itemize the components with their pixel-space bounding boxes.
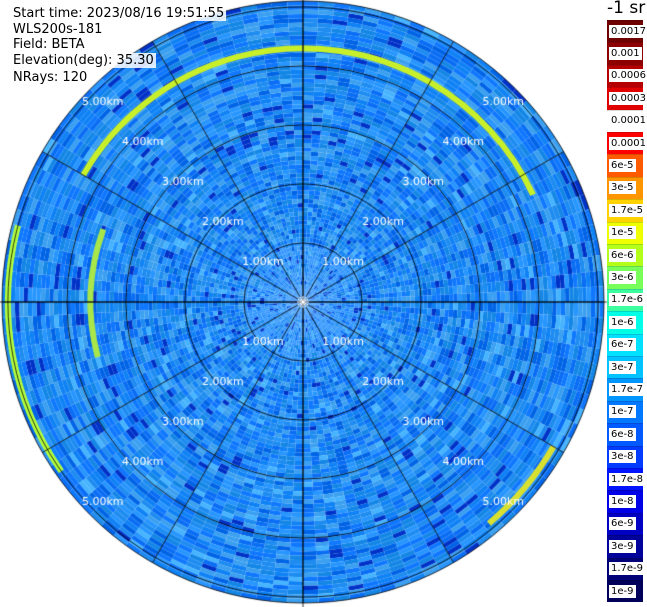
colorbar-label: 1.7e-8: [609, 472, 646, 486]
colorbar-label: 1.7e-9: [609, 562, 646, 576]
field-label: Field: BETA: [11, 37, 87, 52]
colorbar-label: 3e-7: [609, 360, 636, 374]
colorbar-label: 1.7e-7: [609, 382, 646, 396]
colorbar-label: 0.0001: [609, 136, 647, 150]
colorbar-label: 3e-5: [609, 181, 636, 195]
colorbar-label: 6e-7: [609, 338, 636, 352]
colorbar-units: -1 sr: [607, 0, 646, 18]
nrays-label: NRays: 120: [11, 70, 90, 85]
colorbar-label: 1e-9: [609, 584, 636, 598]
colorbar-label: 3e-9: [609, 539, 636, 553]
colorbar-label: 1e-6: [609, 315, 636, 329]
colorbar-label: 1e-7: [609, 405, 636, 419]
instrument-label: WLS200s-181: [11, 22, 105, 37]
colorbar-label: 0.0003: [609, 91, 647, 105]
colorbar-label: 0.001: [609, 46, 642, 60]
colorbar-label: 1e-8: [609, 494, 636, 508]
colorbar-label: 3e-6: [609, 270, 636, 284]
colorbar-label: 0.0006: [609, 69, 647, 83]
colorbar-label: 0.00017: [609, 114, 647, 128]
colorbar-label: 1.7e-5: [609, 203, 646, 217]
colorbar-label: 6e-8: [609, 427, 636, 441]
colorbar-label: 0.0017: [609, 24, 647, 38]
elevation-label: Elevation(deg): 35.30: [11, 53, 156, 68]
colorbar-label: 1.7e-6: [609, 293, 646, 307]
colorbar-label: 6e-5: [609, 158, 636, 172]
start-time-label: Start time: 2023/08/16 19:51:55: [11, 6, 227, 21]
colorbar-label: 6e-6: [609, 248, 636, 262]
colorbar-label: 3e-8: [609, 450, 636, 464]
colorbar-label: 1e-5: [609, 226, 636, 240]
colorbar-label: 6e-9: [609, 517, 636, 531]
